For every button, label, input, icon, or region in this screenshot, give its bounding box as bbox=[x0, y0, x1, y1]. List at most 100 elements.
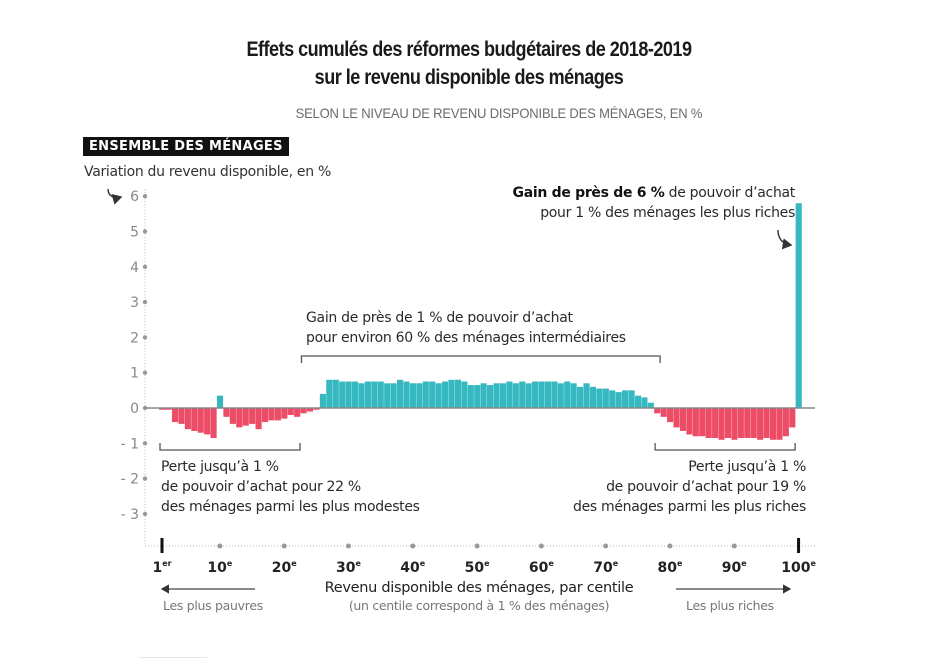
y-tick-label: 3 bbox=[130, 295, 139, 311]
bar-centile-79 bbox=[660, 408, 667, 417]
bar-centile-35 bbox=[377, 381, 384, 408]
x-tick-major bbox=[160, 538, 164, 553]
bar-centile-6 bbox=[191, 408, 198, 431]
x-tick-label: 20e bbox=[272, 559, 297, 576]
bar-centile-89 bbox=[724, 408, 732, 439]
x-axis: 1er 10e 20e 30e 40e 50e 60e 70e 80e 90e 100e bbox=[145, 538, 816, 576]
bar-centile-20 bbox=[281, 408, 288, 419]
bar-centile-31 bbox=[351, 381, 359, 408]
bar-centile-19 bbox=[274, 408, 281, 421]
bar-centile-41 bbox=[416, 383, 423, 408]
bar-centile-28 bbox=[332, 379, 339, 408]
annotation-mid-line1: Gain de près de 1 % de pouvoir d’achat bbox=[306, 310, 573, 326]
x-tick-dot bbox=[538, 543, 544, 549]
bar-centile-49 bbox=[467, 385, 474, 408]
x-axis-note: (un centile correspond à 1 % des ménages… bbox=[348, 598, 610, 613]
bar-centile-24 bbox=[306, 408, 314, 412]
bar-centile-33 bbox=[364, 381, 371, 408]
bar-centile-74 bbox=[628, 390, 635, 408]
bar-centile-7 bbox=[197, 408, 204, 433]
bar-centile-1 bbox=[159, 408, 166, 410]
annotation-richest-loss: Perte jusqu’à 1 % de pouvoir d’achat pou… bbox=[573, 457, 806, 517]
y-tick-label: 1 bbox=[130, 366, 139, 382]
bars bbox=[145, 203, 815, 440]
ylabel-pointer-arrow-icon bbox=[107, 188, 123, 205]
bar-centile-48 bbox=[461, 381, 468, 408]
bar-centile-96 bbox=[769, 408, 777, 440]
bar-centile-66 bbox=[577, 386, 584, 408]
bar-centile-65 bbox=[570, 383, 577, 408]
bar-centile-76 bbox=[641, 397, 648, 408]
bar-centile-36 bbox=[384, 383, 391, 408]
chart-subtitle: SELON LE NIVEAU DE REVENU DISPONIBLE DES… bbox=[295, 105, 703, 121]
bar-centile-12 bbox=[229, 408, 236, 424]
annotation-top-richest: Gain de près de 6 % de pouvoir d’achat p… bbox=[512, 183, 796, 223]
bar-centile-55 bbox=[506, 381, 513, 408]
bar-centile-68 bbox=[589, 386, 597, 408]
bar-centile-77 bbox=[647, 402, 654, 408]
x-tick-label: 50e bbox=[465, 559, 490, 576]
x-tick-major bbox=[797, 538, 801, 553]
bar-centile-21 bbox=[287, 408, 294, 416]
bar-centile-40 bbox=[409, 383, 416, 408]
bar-centile-56 bbox=[512, 383, 519, 408]
bar-centile-43 bbox=[429, 381, 436, 408]
y-axis: 6 5 4 3 2 1 0 - 1 - 2 - 3 bbox=[121, 189, 148, 546]
annotation-right-line3: des ménages parmi les plus riches bbox=[572, 499, 806, 515]
bar-centile-29 bbox=[339, 381, 346, 408]
bar-centile-45 bbox=[442, 381, 449, 408]
annotation-left-line3: des ménages parmi les plus modestes bbox=[161, 499, 420, 515]
bar-centile-62 bbox=[551, 381, 558, 408]
y-tick-dot bbox=[142, 335, 148, 340]
y-tick-dot bbox=[142, 511, 148, 517]
annotation-mid-line2: pour environ 60 % des ménages intermédia… bbox=[306, 330, 626, 346]
bar-centile-16 bbox=[255, 408, 262, 430]
bar-centile-90 bbox=[731, 408, 738, 440]
bar-centile-82 bbox=[679, 408, 687, 431]
y-tick-label: 0 bbox=[130, 401, 139, 417]
annotation-top-bold: Gain de près de 6 % bbox=[512, 185, 665, 201]
bar-centile-53 bbox=[493, 383, 500, 408]
bar-centile-87 bbox=[712, 408, 719, 439]
bar-centile-64 bbox=[564, 381, 571, 408]
bar-centile-95 bbox=[763, 408, 770, 439]
bar-centile-59 bbox=[532, 381, 539, 408]
x-tick-label: 1er bbox=[152, 559, 171, 576]
bar-centile-83 bbox=[686, 408, 693, 435]
x-tick-dot bbox=[474, 543, 480, 549]
y-tick-dot bbox=[142, 299, 148, 305]
bar-centile-47 bbox=[454, 379, 461, 408]
bar-centile-88 bbox=[718, 408, 725, 440]
chart-title-line-2: sur le revenu disponible des ménages bbox=[314, 66, 624, 89]
bar-centile-22 bbox=[294, 408, 301, 417]
x-tick-label: 60e bbox=[529, 559, 554, 576]
x-tick-dot bbox=[345, 543, 351, 549]
x-tick-dot bbox=[731, 543, 737, 549]
bar-centile-44 bbox=[435, 383, 442, 408]
x-tick-dot bbox=[667, 543, 673, 549]
bar-centile-11 bbox=[223, 408, 230, 417]
x-tick-label: 100e bbox=[781, 559, 816, 576]
bar-centile-97 bbox=[776, 408, 783, 440]
y-tick-dot bbox=[142, 441, 148, 446]
x-tick-dot bbox=[281, 543, 287, 549]
bar-centile-32 bbox=[358, 383, 365, 408]
bar-centile-54 bbox=[499, 383, 507, 408]
y-tick-label: 4 bbox=[130, 260, 139, 276]
bar-centile-13 bbox=[236, 408, 243, 428]
x-tick-label: 80e bbox=[658, 559, 683, 576]
chart-title-line-1: Effets cumulés des réformes budgétaires … bbox=[246, 38, 692, 61]
bar-centile-3 bbox=[171, 408, 179, 423]
bar-centile-100 bbox=[795, 203, 802, 408]
bracket-poor bbox=[159, 443, 301, 451]
panel-label-badge: ENSEMBLE DES MÉNAGES bbox=[83, 137, 289, 156]
y-tick-dot bbox=[142, 264, 148, 269]
bar-centile-5 bbox=[184, 408, 191, 430]
annotation-right-line1: Perte jusqu’à 1 % bbox=[688, 459, 806, 475]
x-tick-label: 90e bbox=[722, 559, 747, 576]
bar-centile-71 bbox=[609, 390, 616, 408]
bar-centile-80 bbox=[667, 408, 674, 423]
top-bar-pointer-arrow-icon bbox=[777, 229, 793, 250]
y-tick-label: - 2 bbox=[121, 472, 139, 488]
